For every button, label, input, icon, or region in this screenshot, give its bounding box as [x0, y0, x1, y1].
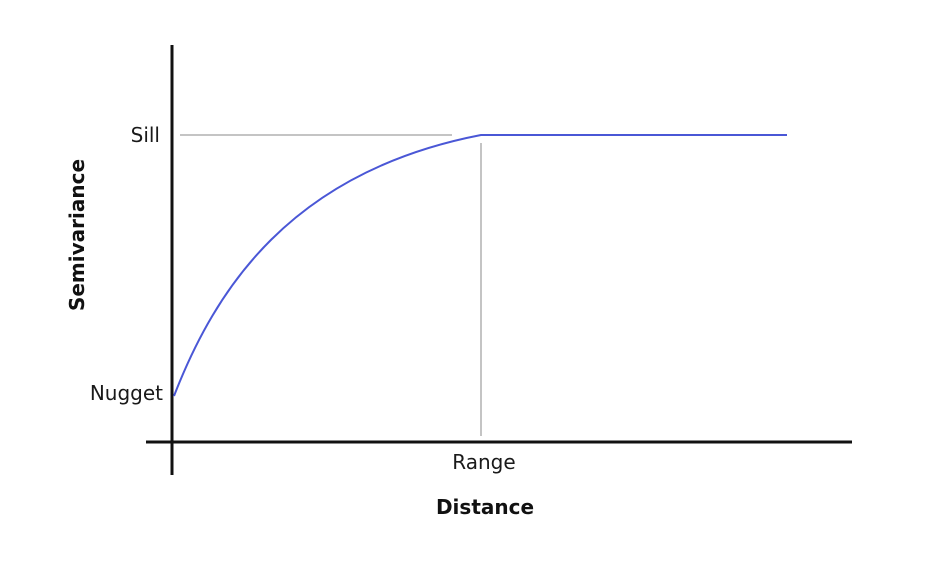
y-axis-title: Semivariance: [65, 159, 89, 311]
x-axis-title: Distance: [436, 495, 534, 519]
sill-label: Sill: [131, 123, 160, 147]
range-label: Range: [452, 450, 515, 474]
semivariogram-curve: [173, 134, 787, 397]
nugget-label: Nugget: [90, 381, 163, 405]
